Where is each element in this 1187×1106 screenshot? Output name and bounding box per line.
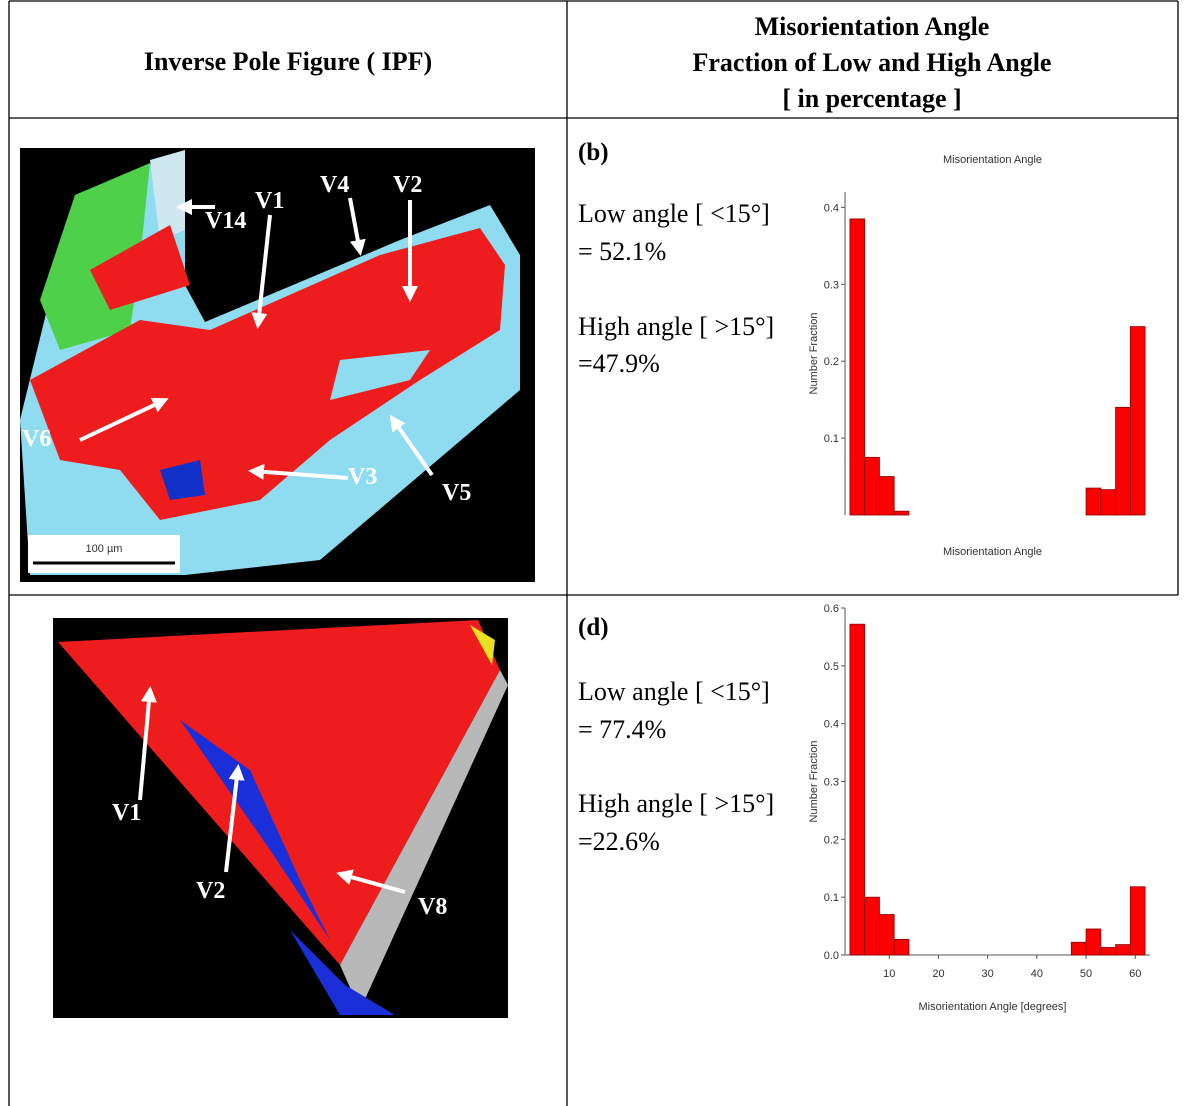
ipf-map: 100 µm [20, 148, 535, 582]
y-tick-label: 0.5 [824, 661, 839, 673]
high-angle-value: =22.6% [578, 827, 660, 856]
header: Fraction of Low and High Angle [693, 48, 1052, 77]
bar [1115, 944, 1131, 956]
arrow [389, 414, 434, 477]
bar [1115, 406, 1131, 516]
high-angle: High angle [ >15°] [578, 789, 774, 818]
bar [864, 896, 880, 956]
bar [849, 623, 866, 956]
header: [ in percentage ] [782, 84, 961, 113]
scale-bar-label: 100 µm [86, 543, 123, 555]
low-angle: Low angle [ <15°] [578, 199, 770, 228]
high-angle-value: =47.9% [578, 349, 660, 378]
arrow [248, 463, 349, 480]
arrow [251, 214, 272, 329]
image-label: V14 [205, 208, 246, 234]
x-tick-label: 20 [932, 968, 944, 980]
y-tick-label: 0.3 [824, 777, 839, 789]
y-tick-label: 0.4 [824, 719, 839, 731]
x-axis-label: Misorientation Angle [degrees] [919, 1001, 1067, 1013]
panel-label: (b) [578, 139, 609, 166]
high-angle: High angle [ >15°] [578, 312, 774, 341]
image-label: V3 [348, 464, 377, 490]
bar [1085, 928, 1102, 956]
bar [864, 456, 880, 516]
y-tick-label: 0.1 [824, 433, 839, 445]
bar [1070, 941, 1087, 956]
y-tick-label: 0.3 [824, 279, 839, 291]
arrow [348, 197, 366, 256]
ipf-map [53, 618, 508, 1018]
image-label: V2 [196, 878, 225, 904]
table-borders [8, 0, 1179, 1106]
x-tick-label: 10 [883, 968, 895, 980]
image-label: V2 [393, 172, 422, 198]
y-axis-label: Number Fraction [808, 313, 820, 395]
x-axis-label: Misorientation Angle [943, 546, 1042, 558]
bar [893, 938, 910, 956]
image-label: V4 [320, 172, 349, 198]
x-tick-label: 30 [982, 968, 994, 980]
bar [849, 218, 866, 516]
chart-title: Misorientation Angle [943, 154, 1042, 166]
y-tick-label: 0.0 [824, 950, 839, 962]
arrow [224, 764, 245, 873]
x-tick-label: 60 [1129, 968, 1141, 980]
header: Misorientation Angle [755, 12, 990, 41]
y-tick-label: 0.2 [824, 834, 839, 846]
bar [1129, 326, 1146, 516]
y-tick-label: 0.6 [824, 603, 839, 615]
image-label: V6 [22, 426, 51, 452]
bar [1100, 947, 1116, 956]
arrow [138, 686, 157, 801]
low-angle-value: = 52.1% [578, 237, 666, 266]
low-angle: Low angle [ <15°] [578, 677, 770, 706]
image-label: V8 [418, 894, 447, 920]
bar [879, 476, 895, 516]
bar [893, 510, 910, 516]
bar [1100, 489, 1116, 516]
bar [1085, 487, 1102, 516]
arrow [336, 869, 406, 894]
bar [879, 914, 895, 956]
x-tick-label: 50 [1080, 968, 1092, 980]
x-tick-label: 40 [1031, 968, 1043, 980]
header: Inverse Pole Figure ( IPF) [144, 47, 432, 76]
panel-label: (d) [578, 614, 609, 641]
image-label: V1 [112, 800, 141, 826]
y-axis-label: Number Fraction [808, 741, 820, 823]
y-tick-label: 0.2 [824, 356, 839, 368]
arrow [79, 397, 169, 442]
y-tick-label: 0.4 [824, 202, 839, 214]
image-label: V1 [255, 188, 284, 214]
bar [1129, 886, 1146, 956]
image-label: V5 [442, 480, 471, 506]
low-angle-value: = 77.4% [578, 715, 666, 744]
y-tick-label: 0.1 [824, 892, 839, 904]
